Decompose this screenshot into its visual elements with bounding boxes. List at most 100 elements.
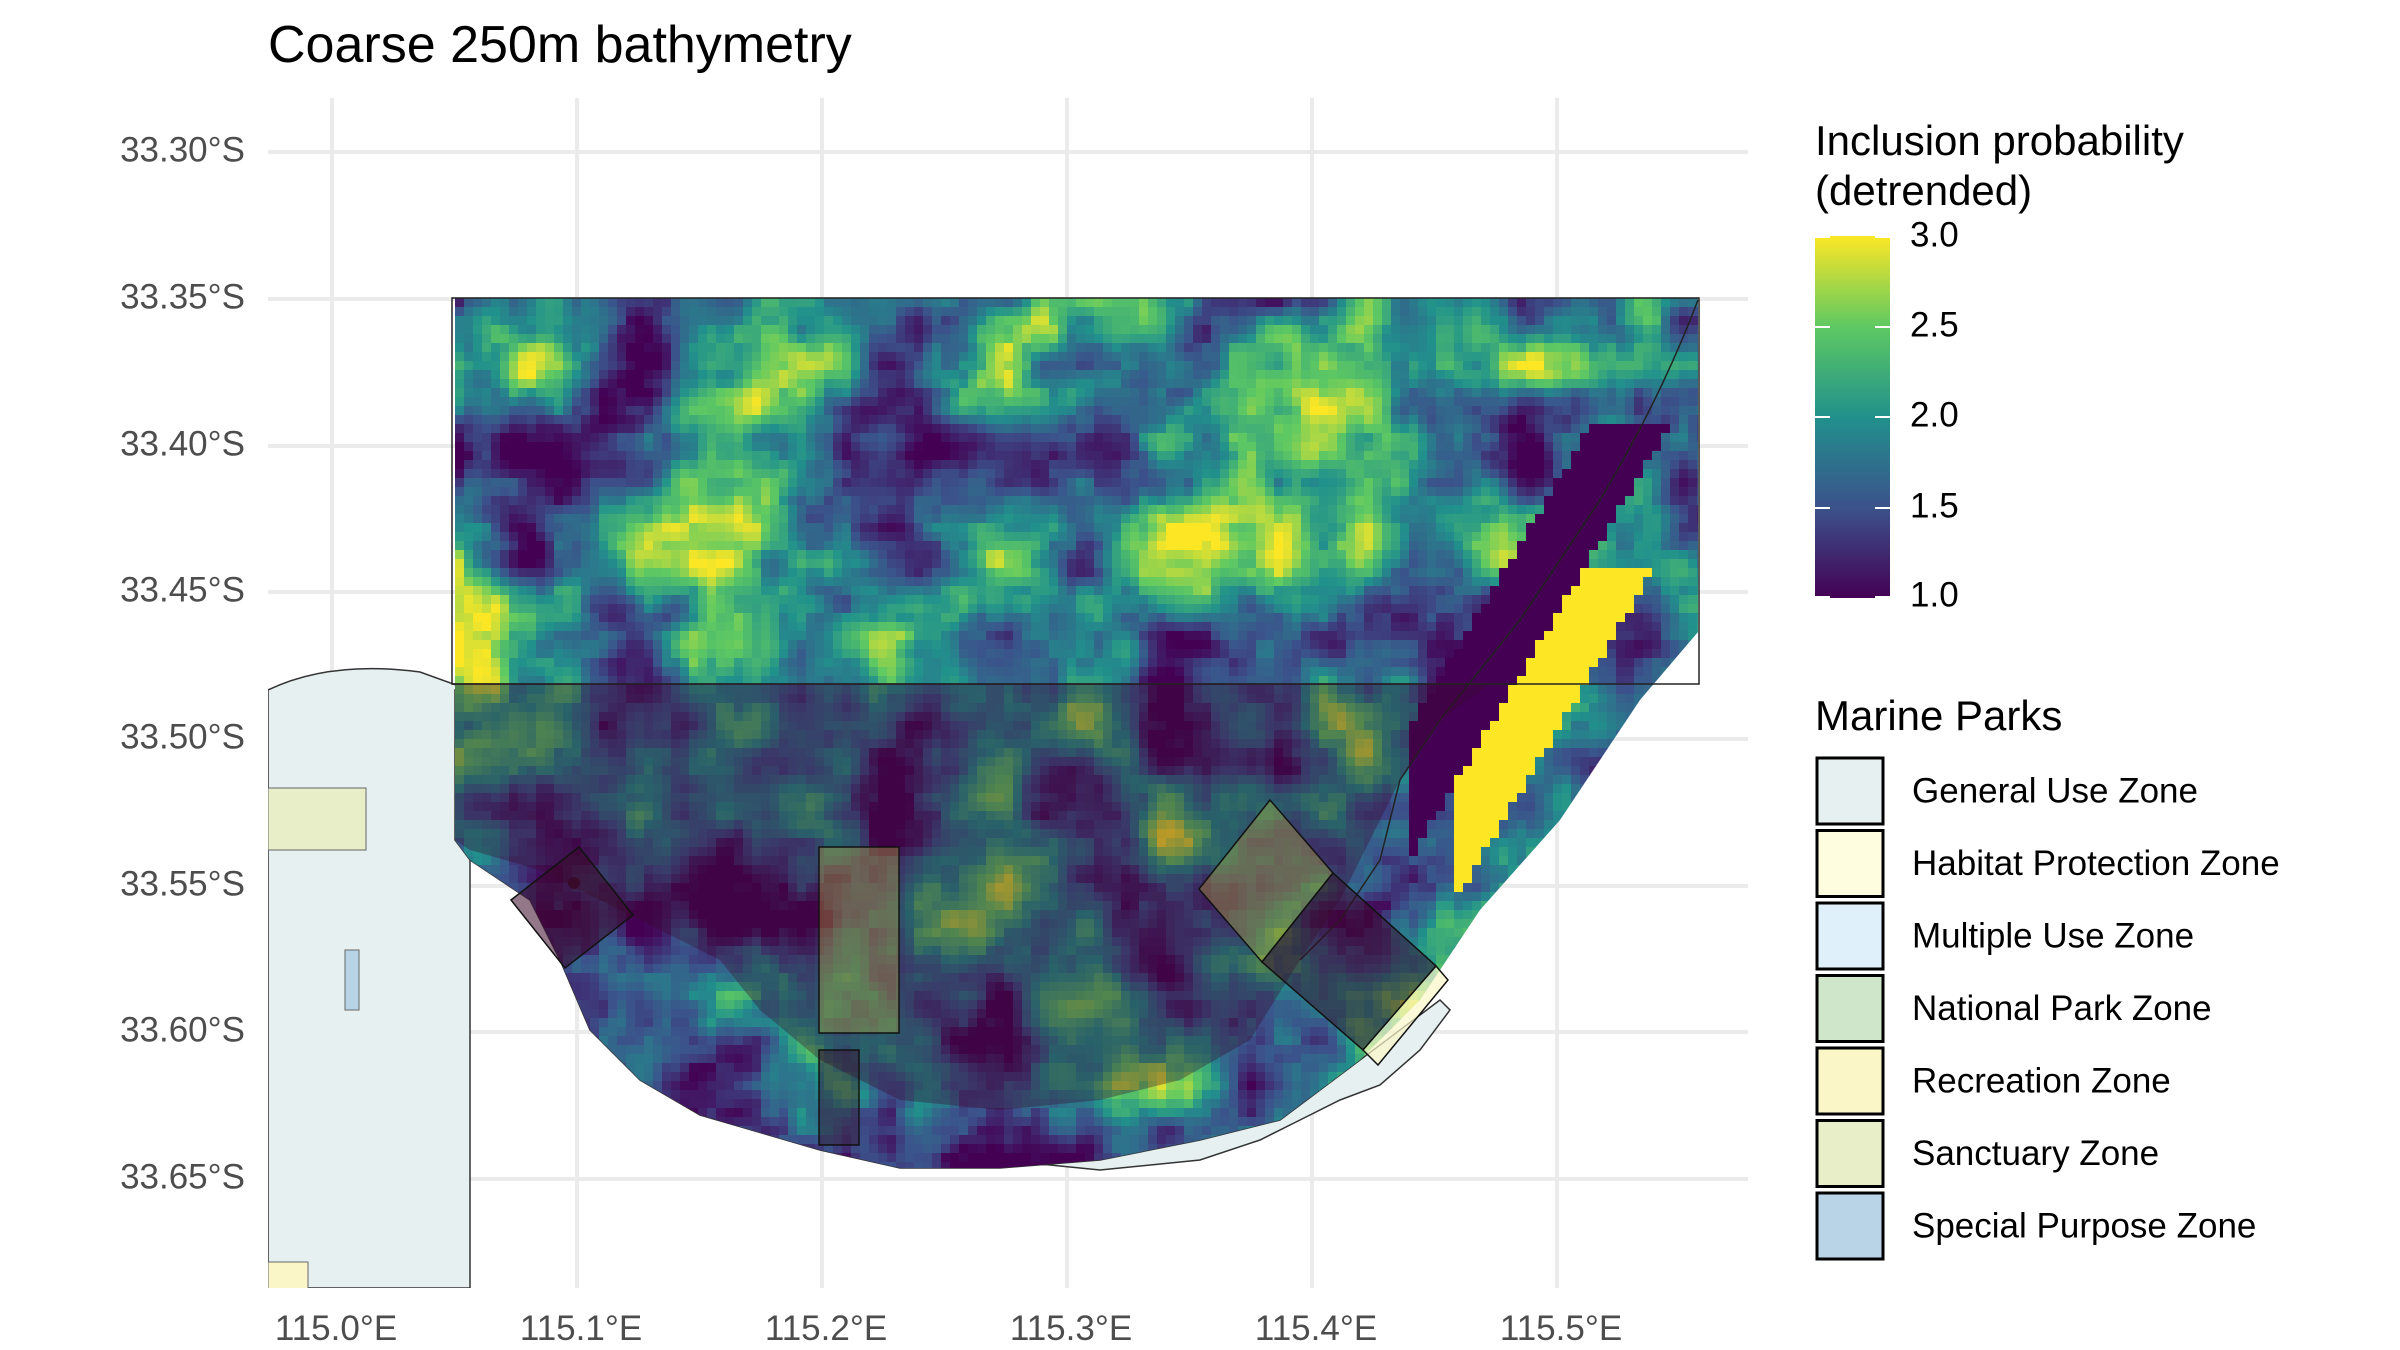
raster-cell [941,361,951,371]
raster-cell [1373,379,1383,389]
raster-cell [1400,541,1410,551]
raster-cell [941,442,951,452]
raster-cell [1175,469,1185,479]
raster-cell [1652,478,1662,488]
raster-cell [1589,478,1599,488]
raster-cell [896,451,906,461]
raster-cell [1598,559,1608,569]
raster-cell [797,487,807,497]
raster-cell [1211,523,1221,533]
raster-cell [1157,361,1167,371]
raster-cell [1355,451,1365,461]
raster-cell [491,604,501,614]
raster-cell [878,370,888,380]
raster-cell [1274,541,1284,551]
raster-cell [770,433,780,443]
raster-cell [905,505,915,515]
raster-cell [617,451,627,461]
raster-cell [950,505,960,515]
raster-cell [1013,559,1023,569]
raster-cell [680,496,690,506]
raster-cell [545,613,555,623]
raster-cell [635,298,645,308]
raster-cell [977,316,987,326]
raster-cell [680,487,690,497]
raster-cell [1436,613,1446,623]
raster-cell [905,406,915,416]
raster-cell [1049,415,1059,425]
raster-cell [1688,361,1698,371]
raster-cell [572,433,582,443]
raster-cell [995,532,1005,542]
raster-cell [1049,424,1059,434]
raster-cell [518,316,528,326]
raster-cell [815,595,825,605]
raster-cell [500,415,510,425]
raster-cell [1463,595,1473,605]
raster-cell [1562,487,1572,497]
raster-cell [1553,505,1563,515]
raster-cell [1085,433,1095,443]
raster-cell [1679,334,1689,344]
raster-cell [1418,307,1428,317]
raster-cell [896,469,906,479]
raster-cell [1598,460,1608,470]
raster-cell [1652,415,1662,425]
raster-cell [788,577,798,587]
raster-cell [1256,604,1266,614]
raster-cell [878,514,888,524]
raster-cell [1589,406,1599,416]
raster-cell [1364,541,1374,551]
raster-cell [1076,469,1086,479]
raster-cell [1535,469,1545,479]
raster-cell [1094,325,1104,335]
raster-cell [1436,415,1446,425]
raster-cell [725,352,735,362]
raster-cell [1229,613,1239,623]
raster-cell [626,496,636,506]
raster-cell [473,424,483,434]
raster-cell [1598,487,1608,497]
raster-cell [1202,397,1212,407]
raster-cell [1166,361,1176,371]
raster-cell [662,388,672,398]
raster-cell [716,442,726,452]
raster-cell [1049,442,1059,452]
raster-cell [1373,451,1383,461]
raster-cell [1508,361,1518,371]
raster-cell [1103,613,1113,623]
raster-cell [1094,487,1104,497]
raster-cell [653,586,663,596]
raster-cell [770,559,780,569]
raster-cell [1364,325,1374,335]
raster-cell [500,523,510,533]
raster-cell [923,586,933,596]
raster-cell [1238,595,1248,605]
raster-cell [698,424,708,434]
raster-cell [1040,523,1050,533]
raster-cell [734,325,744,335]
raster-cell [959,397,969,407]
raster-cell [869,478,879,488]
raster-cell [905,424,915,434]
raster-cell [1040,469,1050,479]
raster-cell [1220,433,1230,443]
raster-cell [869,487,879,497]
raster-cell [770,604,780,614]
raster-cell [608,595,618,605]
raster-cell [482,325,492,335]
raster-cell [1229,415,1239,425]
raster-cell [851,388,861,398]
special-purpose-zone [344,949,360,1011]
raster-cell [590,325,600,335]
raster-cell [869,388,879,398]
raster-cell [1139,604,1149,614]
raster-cell [833,325,843,335]
raster-cell [1598,577,1608,587]
raster-cell [1382,541,1392,551]
raster-cell [1562,307,1572,317]
raster-cell [491,316,501,326]
raster-cell [1175,388,1185,398]
raster-cell [572,370,582,380]
raster-cell [1319,586,1329,596]
